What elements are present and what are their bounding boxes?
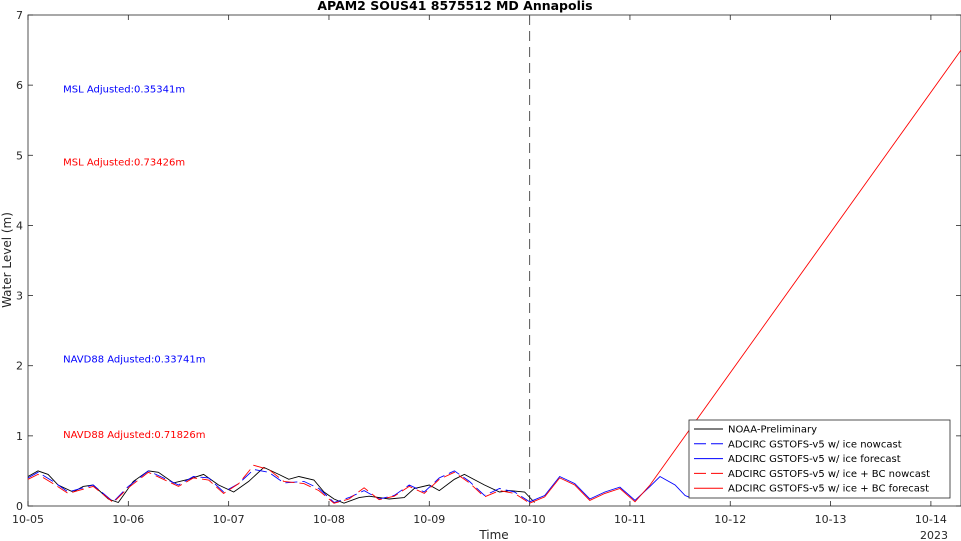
y-tick-label: 7	[16, 9, 23, 22]
x-axis-label: Time	[478, 528, 508, 541]
x-tick-label: 10-06	[112, 513, 144, 526]
annotation-label: NAVD88 Adjusted:0.71826m	[63, 430, 205, 441]
annotation-label: MSL Adjusted:0.73426m	[63, 158, 185, 169]
series-line-5	[529, 49, 961, 504]
x-tick-label: 10-08	[313, 513, 345, 526]
series-line-3	[529, 475, 691, 503]
x-axis-ticks: 10-05 10-06 10-07 10-08 10-09 10-10 10-11 10-12…	[12, 15, 947, 526]
x-tick-label: 10-09	[413, 513, 445, 526]
y-tick-label: 2	[16, 360, 23, 373]
legend-label-3: ADCIRC GSTOFS-v5 w/ ice forecast	[728, 454, 901, 465]
y-tick-label: 4	[16, 219, 23, 232]
legend-label-5: ADCIRC GSTOFS-v5 w/ ice + BC forecast	[728, 484, 929, 495]
y-tick-label: 5	[16, 149, 23, 162]
x-tick-label: 10-12	[714, 513, 746, 526]
legend-box	[688, 419, 951, 499]
legend-label-1: NOAA-Preliminary	[728, 425, 817, 436]
annotation-label: MSL Adjusted:0.35341m	[63, 85, 185, 96]
y-tick-label: 3	[16, 290, 23, 303]
y-axis-label: Water Level (m)	[0, 212, 14, 308]
chart-title: APAM2 SOUS41 8575512 MD Annapolis	[317, 0, 592, 13]
y-tick-label: 6	[16, 79, 23, 92]
x-tick-label: 10-07	[213, 513, 245, 526]
annotation-label: NAVD88 Adjusted:0.33741m	[63, 355, 205, 366]
x-axis-year-label: 2023	[920, 529, 948, 541]
legend-label-2: ADCIRC GSTOFS-v5 w/ ice nowcast	[728, 439, 902, 450]
series-line-1	[28, 466, 535, 504]
y-tick-label: 1	[16, 430, 23, 443]
y-tick-label: 0	[16, 500, 23, 513]
series-line-2	[28, 469, 530, 504]
legend-label-4: ADCIRC GSTOFS-v5 w/ ice + BC nowcast	[728, 469, 930, 480]
x-tick-label: 10-13	[815, 513, 847, 526]
series-line-4	[28, 464, 530, 504]
series-lines	[28, 49, 961, 504]
x-tick-label: 10-05	[12, 513, 44, 526]
x-tick-label: 10-14	[915, 513, 947, 526]
x-tick-label: 10-10	[514, 513, 546, 526]
x-tick-label: 10-11	[614, 513, 646, 526]
legend: NOAA-Preliminary ADCIRC GSTOFS-v5 w/ ice …	[688, 419, 951, 499]
y-axis-ticks: 0 1 2 3 4 5 6 7	[16, 9, 961, 513]
datum-annotations: MSL Adjusted:0.35341m MSL Adjusted:0.7342…	[63, 85, 205, 441]
